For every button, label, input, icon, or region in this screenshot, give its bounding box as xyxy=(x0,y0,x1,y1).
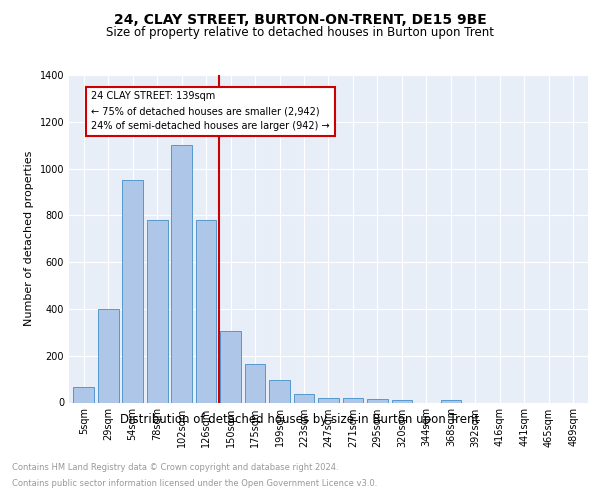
Text: Distribution of detached houses by size in Burton upon Trent: Distribution of detached houses by size … xyxy=(121,412,479,426)
Text: 24 CLAY STREET: 139sqm
← 75% of detached houses are smaller (2,942)
24% of semi-: 24 CLAY STREET: 139sqm ← 75% of detached… xyxy=(91,92,329,131)
Bar xyxy=(343,398,364,402)
Bar xyxy=(147,220,167,402)
Bar xyxy=(293,394,314,402)
Bar xyxy=(171,145,192,403)
Bar xyxy=(367,399,388,402)
Text: Contains HM Land Registry data © Crown copyright and database right 2024.: Contains HM Land Registry data © Crown c… xyxy=(12,462,338,471)
Bar xyxy=(73,388,94,402)
Bar xyxy=(196,220,217,402)
Bar xyxy=(440,400,461,402)
Bar xyxy=(269,380,290,402)
Text: 24, CLAY STREET, BURTON-ON-TRENT, DE15 9BE: 24, CLAY STREET, BURTON-ON-TRENT, DE15 9… xyxy=(113,12,487,26)
Bar xyxy=(220,331,241,402)
Bar xyxy=(318,398,339,402)
Bar xyxy=(245,364,265,403)
Text: Size of property relative to detached houses in Burton upon Trent: Size of property relative to detached ho… xyxy=(106,26,494,39)
Bar xyxy=(392,400,412,402)
Text: Contains public sector information licensed under the Open Government Licence v3: Contains public sector information licen… xyxy=(12,479,377,488)
Bar xyxy=(122,180,143,402)
Bar xyxy=(98,309,119,402)
Y-axis label: Number of detached properties: Number of detached properties xyxy=(24,151,34,326)
